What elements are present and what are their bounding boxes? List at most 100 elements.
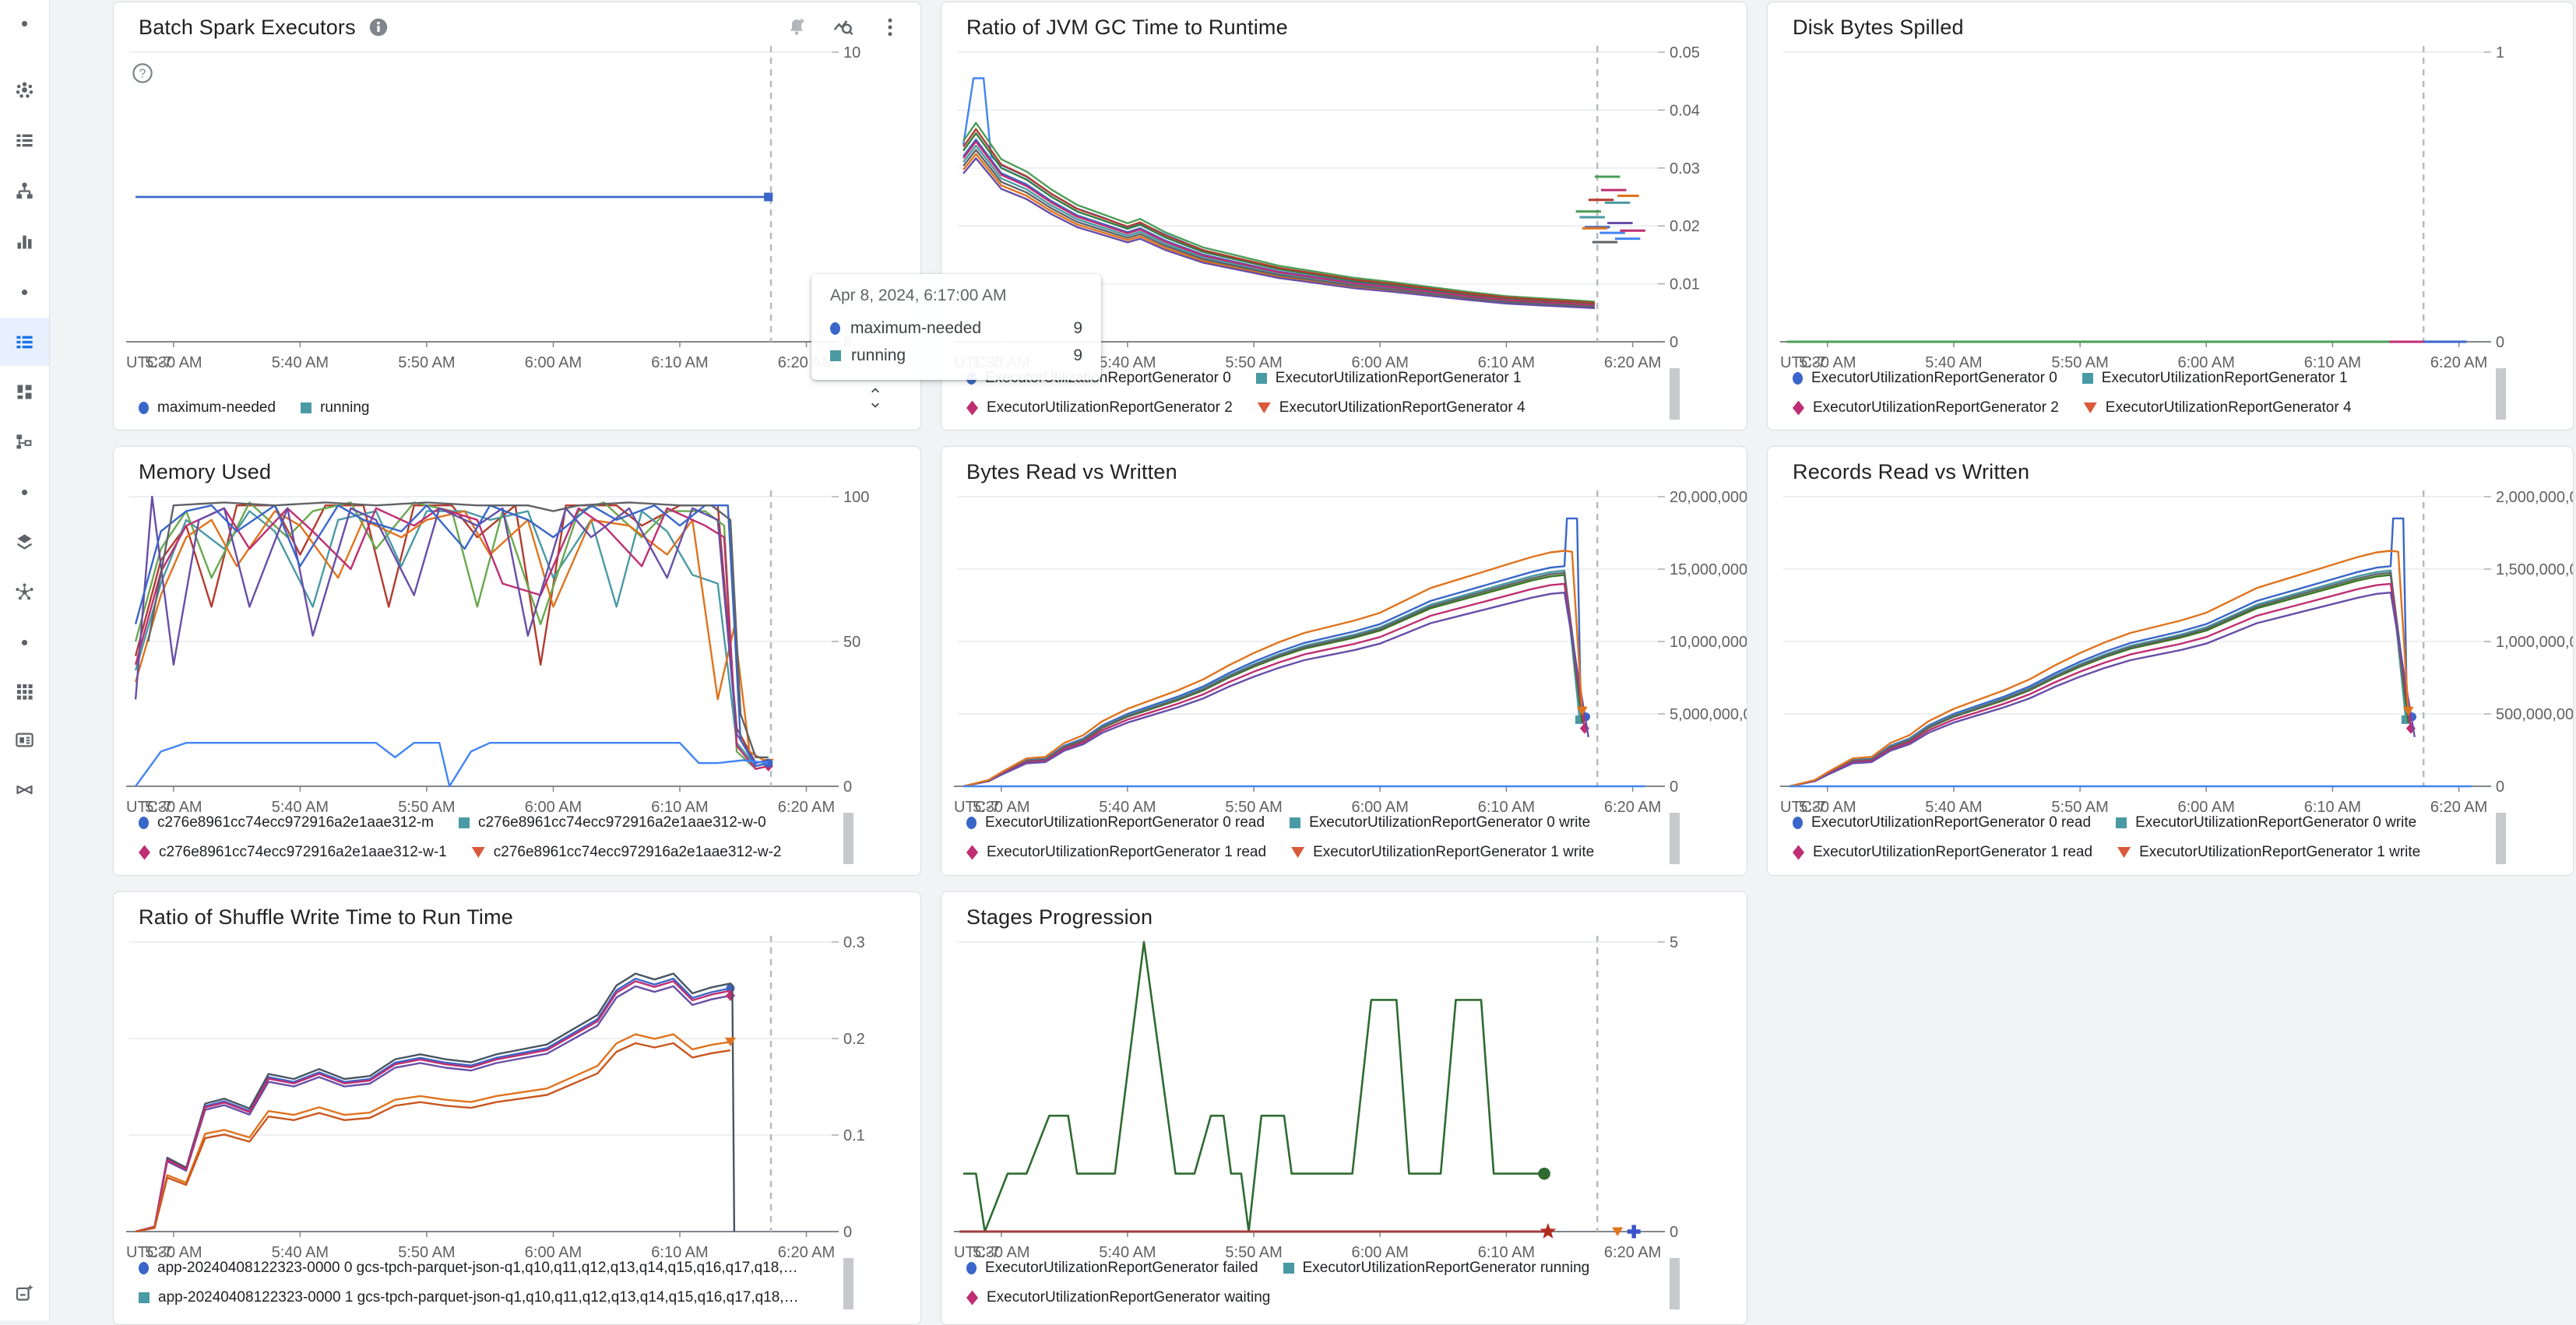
legend-label: c276e8961cc74ecc972916a2e1aae312-w-1 xyxy=(159,844,447,860)
sidebar-item-bar-chart-4[interactable] xyxy=(0,220,49,263)
legend-item[interactable]: c276e8961cc74ecc972916a2e1aae312-w-1 xyxy=(139,844,447,861)
sidebar-item-dot-0[interactable] xyxy=(0,2,49,45)
legend-item[interactable]: ExecutorUtilizationReportGenerator 4 xyxy=(2083,399,2352,416)
chart-area: 100 50 0 5:30 AM 5:40 AM 5:50 AM 6:00 AM 6:10 A… xyxy=(114,484,921,818)
legend-item[interactable]: ExecutorUtilizationReportGenerator 0 rea… xyxy=(1793,814,2091,831)
chart-legend: ExecutorUtilizationReportGenerator 0 rea… xyxy=(966,814,1630,861)
sidebar-item-layers-10[interactable] xyxy=(0,520,49,564)
svg-text:10,000,000,000: 10,000,000,000 xyxy=(1670,634,1747,651)
sidebar-item-flowchart-8[interactable] xyxy=(0,420,49,464)
legend-label: ExecutorUtilizationReportGenerator 0 xyxy=(1811,370,2057,386)
legend-scrollbar-thumb[interactable] xyxy=(843,1258,853,1309)
chevron-down-icon[interactable] xyxy=(866,398,885,412)
legend-item[interactable]: ExecutorUtilizationReportGenerator 1 xyxy=(2082,370,2348,387)
sidebar-item-dot-9[interactable] xyxy=(0,470,49,514)
legend-item[interactable]: ExecutorUtilizationReportGenerator 2 xyxy=(966,399,1233,416)
add-alert-button[interactable] xyxy=(785,16,808,39)
more-options-button[interactable] xyxy=(878,16,902,39)
legend-item[interactable]: maximum-needed xyxy=(139,399,276,416)
view-in-metrics-explorer-button[interactable] xyxy=(832,16,855,39)
legend-label: ExecutorUtilizationReportGenerator 1 rea… xyxy=(1813,844,2093,860)
legend-item[interactable]: running xyxy=(301,399,369,416)
legend-item[interactable]: ExecutorUtilizationReportGenerator 0 xyxy=(1793,370,2057,387)
sidebar-item-card-14[interactable] xyxy=(0,718,49,761)
chart-plot-shuffle-write-ratio[interactable]: 0.3 0.2 0.1 0 5:30 AM 5:40 AM 5:50 AM 6:00 AM 6:… xyxy=(114,930,921,1261)
legend-item[interactable]: ExecutorUtilizationReportGenerator 0 wri… xyxy=(2116,814,2416,831)
legend-scrollbar-thumb[interactable] xyxy=(2496,813,2506,864)
sidebar-item-blocks-7[interactable] xyxy=(0,370,49,413)
legend-item[interactable]: ExecutorUtilizationReportGenerator 1 wri… xyxy=(1291,844,1594,861)
legend-item[interactable]: ExecutorUtilizationReportGenerator 1 rea… xyxy=(966,844,1266,861)
svg-text:5:30 AM: 5:30 AM xyxy=(145,799,202,814)
legend-diamond-marker xyxy=(1793,845,1804,860)
chart-plot-stages-progression[interactable]: 5 0 5:30 AM 5:40 AM 5:50 AM 6:00 AM 6:10 AM 6:2… xyxy=(941,930,1747,1261)
sidebar-item-bowtie-15[interactable] xyxy=(0,768,49,811)
legend-label: ExecutorUtilizationReportGenerator 2 xyxy=(987,399,1233,416)
tooltip-timestamp: Apr 8, 2024, 6:17:00 AM xyxy=(830,286,1007,304)
legend-item[interactable]: ExecutorUtilizationReportGenerator faile… xyxy=(966,1260,1258,1277)
svg-text:0.05: 0.05 xyxy=(1670,44,1700,62)
panel-title: Bytes Read vs Written xyxy=(966,459,1177,483)
legend-item[interactable]: c276e8961cc74ecc972916a2e1aae312-w-2 xyxy=(471,844,782,861)
sidebar-item-list-alt-6[interactable] xyxy=(0,318,49,366)
legend-item[interactable]: c276e8961cc74ecc972916a2e1aae312-w-0 xyxy=(458,814,766,831)
legend-triangle-down-marker xyxy=(1291,847,1305,858)
legend-square-marker xyxy=(301,402,312,413)
sidebar-item-apps-grid-13[interactable] xyxy=(0,670,49,713)
chart-plot-records-read-vs-written[interactable]: 2,000,000,000 1,500,000,000 1,000,000,000 5… xyxy=(1768,484,2574,816)
sidebar-item-compose-sparkle[interactable] xyxy=(0,1271,49,1314)
svg-text:UTC-7: UTC-7 xyxy=(954,799,1000,814)
svg-text:UTC-7: UTC-7 xyxy=(954,1244,1000,1260)
svg-text:0.1: 0.1 xyxy=(843,1127,865,1144)
legend-item[interactable]: ExecutorUtilizationReportGenerator 4 xyxy=(1257,399,1526,416)
legend-label: ExecutorUtilizationReportGenerator 1 rea… xyxy=(987,844,1267,860)
legend-scrollbar-thumb[interactable] xyxy=(1670,1258,1680,1309)
svg-text:6:10 AM: 6:10 AM xyxy=(2304,354,2361,370)
legend-diamond-marker xyxy=(139,845,150,860)
sidebar-item-dot-5[interactable] xyxy=(0,270,49,314)
legend-item[interactable]: ExecutorUtilizationReportGenerator runni… xyxy=(1283,1260,1589,1277)
legend-item[interactable]: app-20240408122323-0000 0 gcs-tpch-parqu… xyxy=(139,1260,804,1277)
chart-plot-bytes-read-vs-written[interactable]: 20,000,000,000 15,000,000,000 10,000,000,0… xyxy=(941,484,1747,816)
chart-plot-batch-spark-executors[interactable]: 1085:30 AM5:40 AM5:50 AM6:00 AM6:10 AM6:… xyxy=(114,40,921,371)
legend-scrollbar-thumb[interactable] xyxy=(2496,368,2506,420)
help-icon[interactable]: ? xyxy=(131,62,154,85)
legend-item[interactable]: ExecutorUtilizationReportGenerator 0 rea… xyxy=(966,814,1265,831)
legend-item[interactable]: ExecutorUtilizationReportGenerator waiti… xyxy=(966,1289,1270,1306)
svg-text:UTC-7: UTC-7 xyxy=(1780,799,1826,814)
card-header: Disk Bytes Spilled xyxy=(1793,13,2554,41)
sidebar-item-dot-12[interactable] xyxy=(0,620,49,664)
chart-card-stages-progression: Stages Progression 5 0 5:30 AM 5:40 AM 5:50 … xyxy=(941,891,1747,1325)
legend-item[interactable]: ExecutorUtilizationReportGenerator 1 rea… xyxy=(1793,844,2092,861)
sidebar-item-list-alt-2[interactable] xyxy=(0,118,49,162)
dot-icon xyxy=(21,289,28,295)
svg-text:UTC-7: UTC-7 xyxy=(1780,354,1826,370)
chart-plot-memory-used[interactable]: 100 50 0 5:30 AM 5:40 AM 5:50 AM 6:00 AM 6:10 A… xyxy=(114,484,921,816)
bell-add-icon xyxy=(790,19,804,35)
legend-scrollbar-thumb[interactable] xyxy=(1670,368,1680,420)
chart-plot-disk-bytes-spilled[interactable]: 1 0 5:30 AM 5:40 AM 5:50 AM 6:00 AM 6:10 AM 6:2… xyxy=(1768,40,2574,371)
sidebar-item-tree-3[interactable] xyxy=(0,169,49,213)
chevron-up-icon[interactable] xyxy=(866,384,885,398)
sidebar-item-cluster-1[interactable] xyxy=(0,68,49,111)
svg-text:6:20 AM: 6:20 AM xyxy=(778,1244,835,1260)
legend-label: c276e8961cc74ecc972916a2e1aae312-m xyxy=(157,814,434,831)
svg-text:5:40 AM: 5:40 AM xyxy=(1925,799,1982,814)
network-icon xyxy=(16,582,33,599)
legend-item[interactable]: ExecutorUtilizationReportGenerator 1 xyxy=(1255,370,1522,387)
svg-text:6:20 AM: 6:20 AM xyxy=(778,799,835,814)
svg-text:0.04: 0.04 xyxy=(1670,102,1700,119)
legend-item[interactable]: c276e8961cc74ecc972916a2e1aae312-m xyxy=(139,814,434,831)
panel-title: Ratio of JVM GC Time to Runtime xyxy=(966,15,1288,39)
svg-text:15,000,000,000: 15,000,000,000 xyxy=(1670,561,1747,578)
info-icon[interactable] xyxy=(367,16,390,39)
sidebar-item-network-11[interactable] xyxy=(0,570,49,613)
legend-item[interactable]: ExecutorUtilizationReportGenerator 0 wri… xyxy=(1290,814,1590,831)
legend-item[interactable]: ExecutorUtilizationReportGenerator 2 xyxy=(1793,399,2059,416)
legend-scrollbar-thumb[interactable] xyxy=(1670,813,1680,864)
legend-scrollbar-thumb[interactable] xyxy=(843,813,853,864)
legend-item[interactable]: app-20240408122323-0000 1 gcs-tpch-parqu… xyxy=(139,1289,804,1306)
svg-text:5:40 AM: 5:40 AM xyxy=(272,354,329,370)
legend-item[interactable]: ExecutorUtilizationReportGenerator 1 wri… xyxy=(2117,844,2420,861)
panel-title: Records Read vs Written xyxy=(1793,459,2030,483)
